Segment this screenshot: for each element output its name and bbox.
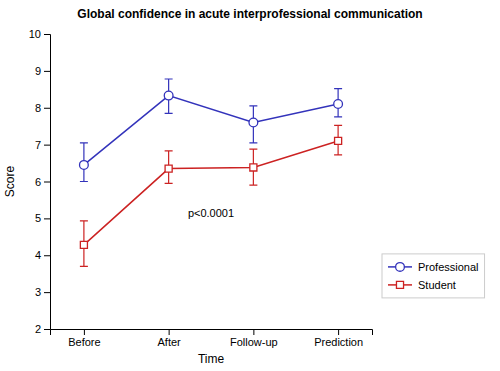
y-tick-label: 4 <box>35 249 41 261</box>
point-marker <box>249 118 258 127</box>
error-bar <box>80 221 88 266</box>
x-tick-mark <box>84 329 85 335</box>
y-tick-mark <box>44 34 50 35</box>
x-tick-mark <box>338 329 339 335</box>
x-tick: Follow-up <box>230 329 278 348</box>
x-tick-label: Prediction <box>314 336 363 348</box>
y-tick-mark <box>44 292 50 293</box>
x-tick-mark <box>169 329 170 335</box>
y-axis-title: Score <box>3 166 17 198</box>
y-tick-label: 6 <box>35 176 41 188</box>
y-tick: 5 <box>35 212 50 224</box>
y-tick-label: 10 <box>29 28 41 40</box>
y-tick-label: 3 <box>35 286 41 298</box>
point-marker <box>80 241 87 248</box>
point-marker <box>335 137 342 144</box>
x-tick: Prediction <box>314 329 363 348</box>
legend-item: Student <box>388 279 456 291</box>
legend-marker <box>396 263 405 272</box>
title: Global confidence in acute interprofessi… <box>77 7 422 21</box>
y-axis: 2 3 4 5 6 7 8 9 10 <box>29 28 51 335</box>
legend-label: Student <box>418 279 456 291</box>
error-bar <box>249 106 257 143</box>
y-tick-mark <box>44 108 50 109</box>
y-tick-mark <box>44 329 50 330</box>
y-tick-mark <box>44 145 50 146</box>
x-axis-title: Time <box>198 352 225 366</box>
y-tick: 2 <box>35 323 50 335</box>
error-bar <box>334 125 342 155</box>
x-tick-label: Before <box>68 336 100 348</box>
series <box>80 125 342 266</box>
x-tick-label: After <box>158 336 182 348</box>
point-marker <box>165 165 172 172</box>
y-tick-mark <box>44 255 50 256</box>
y-tick: 6 <box>35 176 50 188</box>
legend-item: Professional <box>388 261 479 273</box>
y-tick-label: 8 <box>35 102 41 114</box>
x-tick: After <box>158 329 182 348</box>
y-tick-label: 5 <box>35 212 41 224</box>
y-tick: 7 <box>35 139 50 151</box>
series <box>80 79 343 182</box>
error-bar <box>165 79 173 113</box>
series-line <box>84 96 338 165</box>
y-tick-label: 2 <box>35 323 41 335</box>
y-tick-mark <box>44 218 50 219</box>
y-axis-line <box>44 35 51 330</box>
y-tick-label: 7 <box>35 139 41 151</box>
error-bar <box>80 143 88 182</box>
annotation: p<0.0001 <box>188 207 234 219</box>
marks <box>80 79 343 266</box>
legend-frame <box>382 254 485 298</box>
series-line <box>84 141 338 245</box>
y-tick: 3 <box>35 286 50 298</box>
x-tick: Before <box>68 329 100 348</box>
x-axis: Before After Follow-up Prediction <box>51 329 373 348</box>
error-bar <box>249 149 257 185</box>
y-tick: 4 <box>35 249 50 261</box>
y-tick-mark <box>44 182 50 183</box>
plot: 2 3 4 5 6 7 8 9 10 Before After Follow-up Prediction… <box>29 28 373 348</box>
legend-label: Professional <box>418 261 479 273</box>
legend: Professional Student <box>382 254 485 298</box>
point-marker <box>80 161 89 170</box>
y-tick-mark <box>44 71 50 72</box>
legend-marker <box>396 281 403 288</box>
y-tick-label: 9 <box>35 65 41 77</box>
point-marker <box>250 164 257 171</box>
x-axis-line <box>51 330 373 336</box>
error-bar <box>334 89 342 117</box>
x-tick-label: Follow-up <box>230 336 278 348</box>
y-tick: 9 <box>35 65 50 77</box>
y-tick: 8 <box>35 102 50 114</box>
y-tick: 10 <box>29 28 50 40</box>
point-marker <box>164 91 173 100</box>
point-marker <box>334 100 343 109</box>
x-tick-mark <box>253 329 254 335</box>
error-bar <box>165 151 173 183</box>
chart: 2 3 4 5 6 7 8 9 10 Before After Follow-up Prediction… <box>0 0 500 371</box>
